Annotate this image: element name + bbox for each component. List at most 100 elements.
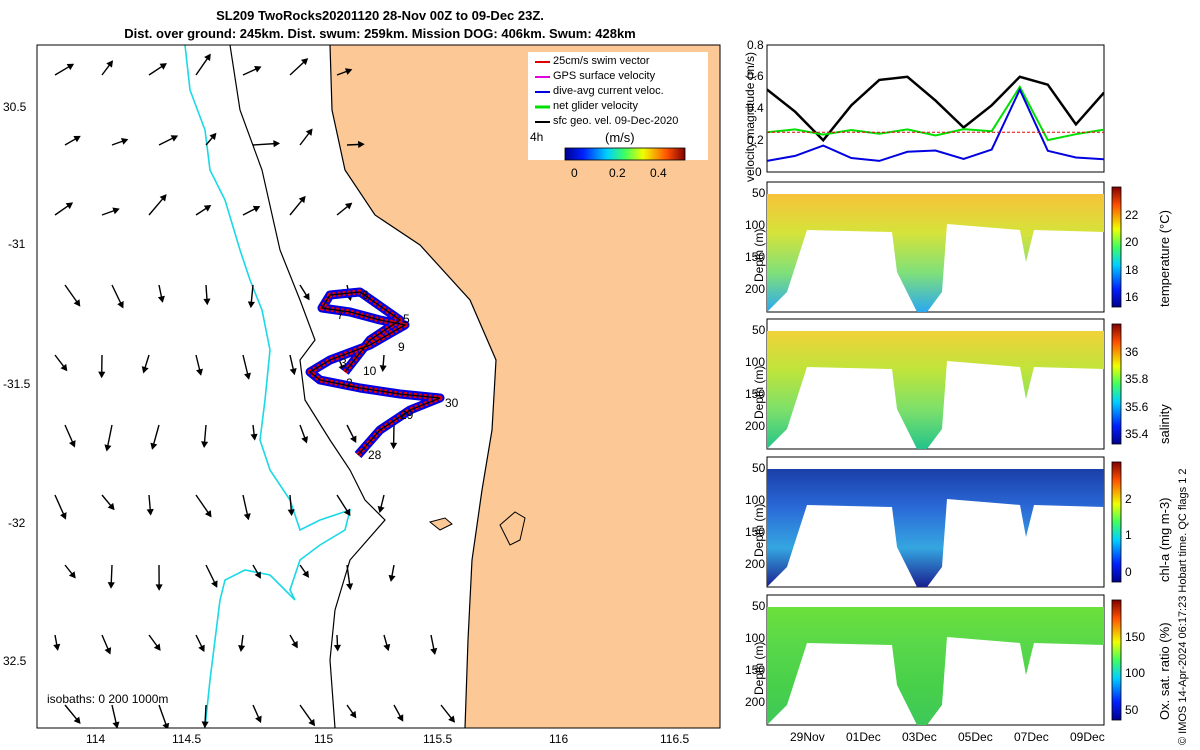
arrow-head xyxy=(66,63,75,71)
arrow-head xyxy=(383,643,391,652)
arrow-head xyxy=(254,65,262,73)
arrow-head xyxy=(333,644,342,652)
arrow-head xyxy=(308,718,316,727)
arrow-head xyxy=(243,513,251,521)
arrow-head xyxy=(204,510,212,518)
legend-swim: 25cm/s swim vector xyxy=(553,55,650,67)
date-tick: 05Dec xyxy=(958,730,993,744)
depth-tick: 200 xyxy=(745,282,766,296)
island xyxy=(428,517,453,531)
arrow-head xyxy=(170,135,179,142)
arrow-head xyxy=(301,436,308,444)
arrow-head xyxy=(344,202,353,210)
arrow-head xyxy=(300,58,309,66)
colorbar-label: Ox. sat. ratio (%) xyxy=(1157,622,1172,720)
day-label-9: 9 xyxy=(398,340,405,354)
lat-tick: -31.5 xyxy=(3,377,31,391)
lon-tick: 115.5 xyxy=(423,732,453,746)
arrow-head xyxy=(98,371,106,379)
lat-tick: -32 xyxy=(8,516,26,530)
date-tick: 07Dec xyxy=(1014,730,1049,744)
cb-tick-2: 0.4 xyxy=(650,166,667,180)
legend-swatches xyxy=(535,61,550,123)
series-dive-avg-current-veloc- xyxy=(767,87,1104,162)
colorbar-title: (m/s) xyxy=(605,130,635,145)
cb-tick: 35.6 xyxy=(1125,399,1149,414)
legend-net: net glider velocity xyxy=(553,100,638,112)
day-label-7: 7 xyxy=(337,308,344,322)
cb-tick: 36 xyxy=(1125,344,1139,359)
cb-tick-0: 0 xyxy=(571,166,578,180)
arrow-head xyxy=(73,135,81,143)
arrow-head xyxy=(104,647,112,655)
arrow-head xyxy=(107,502,115,511)
legend-dive: dive-avg current veloc. xyxy=(553,85,664,97)
isobaths-label: isobaths: 0 200 1000m xyxy=(47,692,169,706)
arrow-head xyxy=(112,721,120,728)
vel-tick: 0.4 xyxy=(747,101,764,115)
depth-tick: 100 xyxy=(745,493,766,507)
cb-tick: 35.8 xyxy=(1125,372,1149,386)
chart-subtitle: Dist. over ground: 245km. Dist. swum: 25… xyxy=(124,26,636,41)
arrow-head xyxy=(252,205,261,213)
isobath-200 xyxy=(229,45,386,728)
depth-tick: 150 xyxy=(745,250,766,264)
arrow-head xyxy=(273,140,281,148)
series-net-glider-velocity xyxy=(767,84,1104,142)
map-colorbar xyxy=(564,147,686,161)
depth-tick: 50 xyxy=(752,323,766,337)
arrow-head xyxy=(112,207,120,215)
arrow-head xyxy=(287,509,295,517)
cb-tick: 20 xyxy=(1125,235,1139,249)
section-field xyxy=(767,607,1104,725)
arrow-head xyxy=(159,63,167,70)
glider-track xyxy=(305,287,445,458)
vel-tick: 0.6 xyxy=(747,69,764,83)
day-label-3: 3 xyxy=(340,356,347,370)
arrow-head xyxy=(150,442,158,450)
lat-tick: 30.5 xyxy=(3,100,27,114)
arrow-head xyxy=(104,444,112,452)
depth-tick: 150 xyxy=(745,525,766,539)
arrow-head xyxy=(73,716,81,724)
cb-tick: 0 xyxy=(1125,565,1132,579)
date-tick: 01Dec xyxy=(846,730,881,744)
series-sfc-geo-vel- xyxy=(767,75,1104,143)
arrow-head xyxy=(358,140,365,149)
lon-tick: 114 xyxy=(86,732,106,746)
cb-tick: 2 xyxy=(1125,491,1132,506)
cb-tick: 100 xyxy=(1125,666,1146,681)
arrow-head xyxy=(250,433,258,441)
cb-tick-1: 0.2 xyxy=(609,166,626,180)
arrow-head xyxy=(68,571,76,579)
colorbar-label: salinity xyxy=(1157,404,1172,444)
arrow-head xyxy=(238,645,246,652)
arrow-head xyxy=(396,714,404,722)
depth-tick: 150 xyxy=(745,663,766,677)
chart-title: SL209 TwoRocks20201120 28-Nov 00Z to 09-… xyxy=(216,8,544,23)
arrow-head xyxy=(120,137,129,145)
arrow-head xyxy=(211,580,218,588)
colorbar-label: temperature (°C) xyxy=(1157,210,1172,307)
colorbar-label: chl-a (mg m-3) xyxy=(1157,497,1172,582)
arrow-head xyxy=(448,715,456,723)
section-field xyxy=(767,331,1104,449)
isobath-1000 xyxy=(184,45,352,728)
arrow-head xyxy=(349,710,357,719)
arrow-head xyxy=(162,722,170,728)
arrow-head xyxy=(305,128,313,136)
arrow-head xyxy=(244,372,251,380)
colorbar-chl xyxy=(1111,461,1122,583)
arrow-head xyxy=(53,643,61,651)
section-panel-salinity xyxy=(766,318,1122,450)
arrow-head xyxy=(377,505,385,514)
arrow-head xyxy=(204,53,211,62)
day-label-28: 28 xyxy=(368,448,382,462)
land-area xyxy=(330,45,720,728)
velocity-series xyxy=(767,75,1104,162)
arrow-head xyxy=(390,442,398,450)
depth-tick: 100 xyxy=(745,631,766,645)
arrow-head xyxy=(106,60,114,68)
cb-tick: 150 xyxy=(1125,629,1146,644)
credit-text: © IMOS 14-Apr-2024 06:17:23 Hobart time.… xyxy=(1177,468,1189,745)
